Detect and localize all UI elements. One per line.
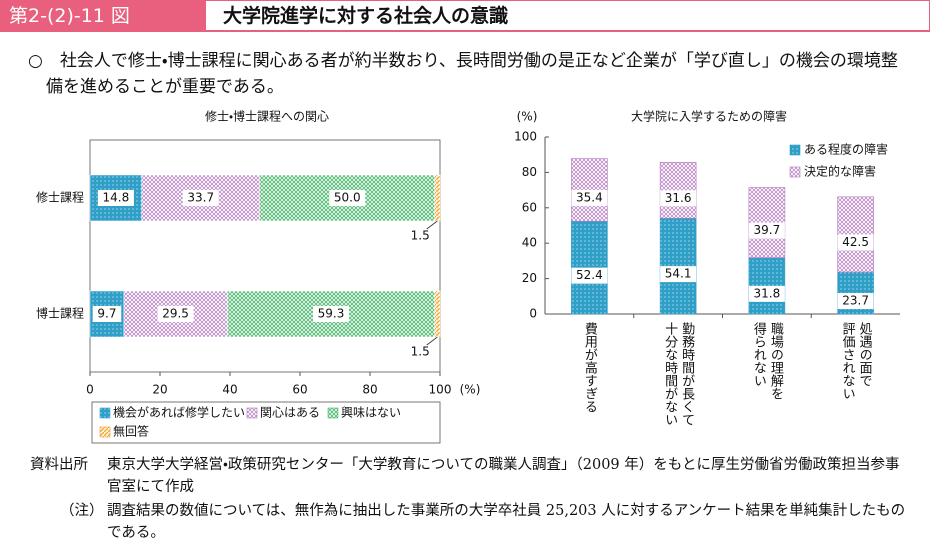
x-tick-label: 60	[292, 383, 307, 397]
bar-segment	[434, 290, 441, 338]
value-label-bg	[660, 190, 697, 207]
figure-title: 大学院進学に対する社会人の意識	[223, 5, 509, 27]
y-tick-label: 80	[522, 165, 537, 179]
x-tick-label: 職場の理解を 得られない	[750, 322, 783, 400]
x-tick-label: 40	[222, 383, 237, 397]
value-label-bg	[571, 189, 608, 206]
value-label: 35.4	[576, 190, 603, 204]
x-tick-label: 20	[152, 383, 167, 397]
summary: ○ 社会人で修士・博士課程に関心ある者が約半数おり、長時間労働の是正など企業が「…	[28, 51, 898, 97]
y-tick-label: 修士課程	[36, 190, 84, 205]
value-label-bg	[97, 190, 134, 206]
value-label-bg	[748, 222, 785, 239]
x-tick-label: 費用が高すぎる	[581, 322, 597, 413]
value-label: 1.5	[411, 345, 430, 359]
value-label: 39.7	[754, 223, 781, 237]
legend-label: 無回答	[113, 424, 149, 439]
value-label: 50.0	[334, 191, 361, 205]
value-label-bg	[92, 306, 122, 322]
legend-label: ある程度の障害	[804, 142, 888, 157]
plot-frame	[89, 139, 441, 373]
chart-title: 修士・博士課程への関心	[205, 109, 329, 124]
legend-swatch	[789, 166, 801, 178]
value-label: 42.5	[842, 235, 869, 249]
x-tick-label: 勤務時間が長くて 十分な時間がない	[662, 322, 695, 426]
header: 第2-(2)-11 図 大学院進学に対する社会人の意識	[0, 0, 930, 32]
value-label-bg	[329, 190, 366, 206]
x-tick-label: 0	[86, 383, 94, 397]
value-label-bg	[660, 266, 697, 283]
value-label-bg	[748, 285, 785, 302]
value-label: 54.1	[665, 267, 692, 281]
bar-segment	[571, 158, 608, 222]
figure-number: 第2-(2)-11 図	[1, 1, 206, 31]
bar-segment	[434, 174, 441, 222]
y-unit: (%)	[517, 110, 538, 124]
x-tick-label: 100	[429, 383, 452, 397]
legend-frame	[91, 401, 441, 444]
x-tick-label: 処遇の面で 評価されない	[839, 322, 872, 400]
legend-swatch	[789, 144, 801, 156]
legend-label: 機会があれば修学したい	[113, 405, 245, 420]
y-tick-label: 100	[514, 130, 537, 144]
value-label-bg	[182, 190, 219, 206]
value-label-bg	[312, 306, 349, 322]
value-label-bg	[157, 306, 194, 322]
value-label: 59.3	[318, 307, 345, 321]
y-tick-label: 博士課程	[36, 306, 84, 321]
note-label: （注）	[60, 503, 104, 519]
value-label: 29.5	[162, 307, 189, 321]
source-label: 資料出所	[30, 457, 88, 473]
value-label: 1.5	[411, 229, 430, 243]
value-label: 23.7	[842, 294, 869, 308]
y-tick-label: 60	[522, 200, 537, 214]
leader-line	[426, 336, 438, 346]
chart-title: 大学院に入学するための障害	[631, 109, 787, 124]
x-unit: (%)	[460, 383, 481, 397]
value-label-bg	[571, 267, 608, 284]
note: 調査結果の数値については、無作為に抽出した事業所の大学卒社員 25,203 人に…	[107, 503, 906, 541]
value-label-bg	[837, 234, 874, 251]
bar-segment	[259, 174, 435, 222]
legend-label: 決定的な障害	[804, 164, 876, 179]
value-label: 9.7	[97, 307, 116, 321]
x-tick-label: 80	[362, 383, 377, 397]
leader-line	[426, 220, 438, 230]
source: 東京大学大学経営・政策研究センター「大学教育についての職業人調査」（2009 年…	[107, 457, 900, 495]
value-label: 52.4	[576, 268, 603, 282]
value-label-bg	[837, 293, 874, 310]
y-tick-label: 0	[529, 307, 537, 321]
y-tick-label: 20	[522, 271, 537, 285]
legend-label: 興味はない	[341, 406, 401, 420]
value-label: 31.8	[754, 286, 781, 300]
legend-label: 関心はある	[260, 406, 320, 420]
value-label: 31.6	[665, 191, 692, 205]
value-label: 33.7	[187, 191, 214, 205]
legend-swatch	[246, 407, 258, 419]
legend-swatch	[327, 407, 339, 419]
legend-swatch	[99, 426, 111, 438]
value-label: 14.8	[103, 191, 130, 205]
legend-swatch	[99, 407, 111, 419]
y-tick-label: 40	[522, 236, 537, 250]
